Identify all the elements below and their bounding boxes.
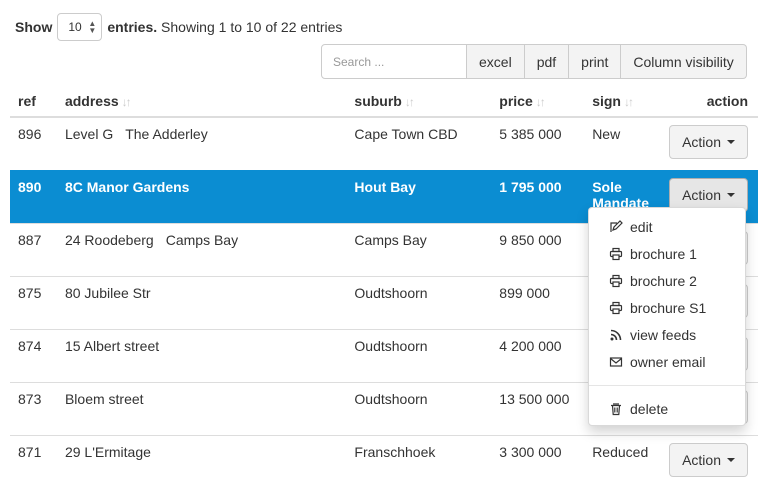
column-header-address[interactable]: address ↓↑ — [56, 86, 347, 118]
sort-icon: ↓↑ — [623, 95, 634, 109]
column-header-ref[interactable]: ref — [10, 86, 57, 118]
page-length-select[interactable]: 10 ▲ ▼ — [57, 13, 103, 41]
cell-action: Action — [656, 434, 758, 488]
envelope-icon — [609, 356, 623, 367]
search-input[interactable]: Search ... — [321, 44, 467, 79]
action-dropdown-menu: edit brochure 1 brochure 2 brochure S1 view … — [588, 207, 746, 426]
printer-icon — [609, 247, 623, 260]
dropdown-item-brochure-2[interactable]: brochure 2 — [589, 267, 745, 294]
table-row[interactable]: 896 Level G The Adderley Cape Town CBD 5 385… — [10, 116, 758, 170]
cell-price: 13 500 000 — [491, 381, 585, 435]
cell-price: 899 000 — [491, 275, 585, 329]
cell-suburb: Oudtshoorn — [346, 275, 492, 329]
cell-price: 4 200 000 — [491, 328, 585, 382]
cell-address: Bloem street — [56, 381, 347, 435]
dropdown-divider — [589, 385, 745, 386]
select-arrows-icon: ▲ ▼ — [88, 19, 97, 35]
dropdown-item-edit[interactable]: edit — [589, 213, 745, 240]
dropdown-item-brochure-1[interactable]: brochure 1 — [589, 240, 745, 267]
cell-address: 8C Manor Gardens — [56, 169, 347, 223]
cell-suburb: Camps Bay — [346, 222, 492, 276]
dropdown-item-view-feeds[interactable]: view feeds — [589, 321, 745, 348]
printer-icon — [609, 274, 623, 287]
cell-ref: 873 — [10, 381, 57, 435]
cell-ref: 890 — [10, 169, 57, 223]
trash-icon — [611, 402, 621, 415]
caret-down-icon — [727, 457, 735, 462]
column-visibility-button[interactable]: Column visibility — [621, 44, 747, 79]
cell-address: Level G The Adderley — [56, 116, 347, 170]
column-header-price[interactable]: price ↓↑ — [491, 86, 585, 118]
cell-price: 9 850 000 — [491, 222, 585, 276]
edit-icon — [610, 219, 623, 232]
dropdown-item-owner-email[interactable]: owner email — [589, 348, 745, 375]
cell-address: 15 Albert street — [56, 328, 347, 382]
cell-ref: 875 — [10, 275, 57, 329]
sort-icon: ↓↑ — [404, 95, 415, 109]
cell-address: 80 Jubilee Str — [56, 275, 347, 329]
cell-action: Action — [656, 116, 758, 170]
dropdown-item-delete[interactable]: delete — [589, 395, 745, 422]
caret-down-icon — [727, 140, 735, 144]
caret-down-icon — [727, 192, 735, 197]
cell-price: 5 385 000 — [491, 116, 585, 170]
print-button[interactable]: print — [569, 44, 622, 79]
column-header-action: action — [656, 86, 758, 118]
table-length-info: Show 10 ▲ ▼ entries. Showing 1 to 10 of 2… — [15, 13, 342, 41]
page-length-value: 10 — [68, 20, 82, 34]
table-header-row: ref address ↓↑ suburb ↓↑ price ↓↑ sign ↓↑ ac… — [10, 86, 758, 118]
column-header-suburb[interactable]: suburb ↓↑ — [346, 86, 492, 118]
sort-icon: ↓↑ — [121, 95, 132, 109]
rss-icon — [610, 329, 622, 340]
cell-address: 24 Roodeberg Camps Bay — [56, 222, 347, 276]
cell-price: 3 300 000 — [491, 434, 585, 488]
cell-ref: 887 — [10, 222, 57, 276]
cell-ref: 874 — [10, 328, 57, 382]
show-label: Show — [15, 19, 53, 35]
dropdown-item-brochure-S1[interactable]: brochure S1 — [589, 294, 745, 321]
cell-address: 29 L'Ermitage — [56, 434, 347, 488]
cell-ref: 871 — [10, 434, 57, 488]
table-info: Showing 1 to 10 of 22 entries — [161, 19, 343, 35]
cell-suburb: Oudtshoorn — [346, 328, 492, 382]
cell-suburb: Franschhoek — [346, 434, 492, 488]
column-header-sign[interactable]: sign ↓↑ — [584, 86, 657, 118]
cell-sign: Reduced — [584, 434, 657, 488]
cell-suburb: Oudtshoorn — [346, 381, 492, 435]
cell-price: 1 795 000 — [491, 169, 585, 223]
printer-icon — [609, 301, 623, 314]
cell-ref: 896 — [10, 116, 57, 170]
table-toolbar: Search ... excel pdf print Column visibi… — [321, 44, 747, 79]
entries-label: entries. — [107, 19, 158, 35]
cell-suburb: Hout Bay — [346, 169, 492, 223]
table-row[interactable]: 871 29 L'Ermitage Franschhoek 3 300 000 Redu… — [10, 434, 758, 488]
excel-button[interactable]: excel — [467, 44, 525, 79]
cell-suburb: Cape Town CBD — [346, 116, 492, 170]
action-dropdown-button[interactable]: Action — [669, 442, 748, 477]
cell-sign: New — [584, 116, 657, 170]
action-dropdown-button[interactable]: Action — [669, 125, 748, 159]
pdf-button[interactable]: pdf — [524, 44, 570, 79]
sort-icon: ↓↑ — [535, 95, 546, 109]
